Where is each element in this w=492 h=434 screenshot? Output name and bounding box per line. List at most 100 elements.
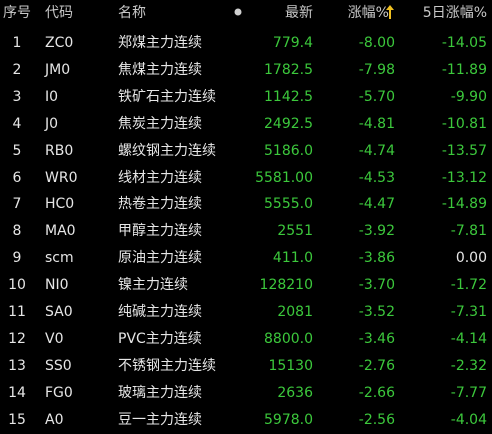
quote-row[interactable]: 1 ZC0 郑煤主力连续 779.4 -8.00 -14.05	[0, 30, 492, 56]
name: 纯碱主力连续	[118, 304, 202, 320]
quote-row[interactable]: 13 SS0 不锈钢主力连续 15130 -2.76 -2.32	[0, 353, 492, 379]
latest: 1782.5	[264, 61, 313, 78]
code: I0	[45, 88, 59, 105]
latest: 779.4	[272, 35, 313, 51]
index: 6	[12, 169, 22, 186]
quote-row[interactable]: 2 JM0 焦煤主力连续 1782.5 -7.98 -11.89	[0, 57, 492, 83]
quote-row[interactable]: 4 J0 焦炭主力连续 2492.5 -4.81 -10.81	[0, 111, 492, 137]
latest: 2492.5	[264, 115, 313, 132]
quote-row[interactable]: 11 SA0 纯碱主力连续 2081 -3.52 -7.31	[0, 299, 492, 325]
code: JM0	[45, 61, 71, 78]
five-day-pct: -4.04	[450, 411, 487, 428]
latest: 5978.0	[264, 411, 313, 428]
code: ZC0	[45, 35, 74, 51]
five-day-pct: -1.72	[450, 277, 487, 294]
change-pct-header[interactable]: 涨幅%	[347, 5, 389, 21]
name: 焦炭主力连续	[118, 115, 202, 132]
five-day-pct: -10.81	[441, 115, 487, 132]
code: SA0	[45, 304, 73, 320]
change-pct: -8.00	[358, 35, 395, 51]
code: MA0	[45, 223, 76, 240]
header-row: 序号 代码 名称 最新 涨幅% 5日涨幅%	[0, 0, 492, 26]
name: 甲醇主力连续	[118, 223, 202, 240]
index: 8	[12, 223, 22, 240]
code-header[interactable]: 代码	[45, 5, 73, 21]
index-header[interactable]: 序号	[3, 5, 31, 21]
quote-row[interactable]: 15 A0 豆一主力连续 5978.0 -2.56 -4.04	[0, 407, 492, 433]
quote-row[interactable]: 8 MA0 甲醇主力连续 2551 -3.92 -7.81	[0, 218, 492, 244]
quote-row[interactable]: 14 FG0 玻璃主力连续 2636 -2.66 -7.77	[0, 380, 492, 406]
change-pct: -4.53	[358, 169, 395, 186]
code: V0	[45, 330, 64, 347]
name: 热卷主力连续	[118, 196, 202, 213]
code: RB0	[45, 142, 74, 159]
name: 螺纹钢主力连续	[118, 142, 216, 159]
dot-icon	[234, 8, 242, 16]
sort-arrow[interactable]	[386, 5, 394, 19]
name-header[interactable]: 名称	[118, 5, 146, 21]
change-pct: -3.92	[358, 223, 395, 240]
five-day-pct: -13.57	[441, 142, 487, 159]
index: 10	[8, 277, 26, 294]
header-icons	[234, 5, 394, 19]
latest: 15130	[268, 357, 313, 374]
change-pct: -4.81	[358, 115, 395, 132]
name: 铁矿石主力连续	[118, 88, 216, 105]
quote-row[interactable]: 10 NI0 镍主力连续 128210 -3.70 -1.72	[0, 272, 492, 298]
name: 郑煤主力连续	[118, 35, 202, 51]
index: 13	[8, 357, 26, 374]
index: 4	[12, 115, 22, 132]
code: scm	[45, 250, 74, 267]
five-day-pct-header[interactable]: 5日涨幅%	[422, 5, 487, 21]
code: J0	[45, 115, 59, 132]
name: 原油主力连续	[118, 250, 202, 267]
change-pct: -2.66	[358, 384, 395, 401]
index: 3	[12, 88, 22, 105]
quote-row[interactable]: 3 I0 铁矿石主力连续 1142.5 -5.70 -9.90	[0, 84, 492, 110]
change-pct: -3.70	[358, 277, 395, 294]
five-day-pct: -14.89	[441, 196, 487, 213]
code: FG0	[45, 384, 73, 401]
code: HC0	[45, 196, 75, 213]
index: 14	[8, 384, 26, 401]
latest: 2551	[277, 223, 313, 240]
change-pct: -5.70	[358, 88, 395, 105]
latest: 8800.0	[264, 330, 313, 347]
latest: 128210	[259, 277, 313, 294]
index: 11	[8, 304, 26, 320]
quote-row[interactable]: 12 V0 PVC主力连续 8800.0 -3.46 -4.14	[0, 326, 492, 352]
name: 玻璃主力连续	[118, 384, 202, 401]
five-day-pct: -2.32	[450, 357, 487, 374]
name: 线材主力连续	[118, 169, 202, 186]
five-day-pct: -11.89	[441, 61, 487, 78]
name: 镍主力连续	[118, 277, 188, 294]
latest: 2081	[277, 304, 313, 320]
five-day-pct: -9.90	[450, 88, 487, 105]
index: 1	[12, 35, 22, 51]
change-pct: -4.74	[358, 142, 395, 159]
index: 2	[12, 61, 22, 78]
five-day-pct: -13.12	[441, 169, 487, 186]
change-pct: -3.46	[358, 330, 395, 347]
code: A0	[45, 411, 64, 428]
change-pct: -7.98	[358, 61, 395, 78]
name: 不锈钢主力连续	[118, 357, 216, 374]
latest: 411.0	[272, 250, 313, 267]
quote-row[interactable]: 7 HC0 热卷主力连续 5555.0 -4.47 -14.89	[0, 191, 492, 217]
index: 9	[12, 250, 22, 267]
index: 15	[8, 411, 26, 428]
five-day-pct: -7.81	[450, 223, 487, 240]
latest-header[interactable]: 最新	[285, 5, 313, 21]
index: 7	[12, 196, 22, 213]
latest: 2636	[277, 384, 313, 401]
code: SS0	[45, 357, 72, 374]
latest: 5186.0	[264, 142, 313, 159]
name: 豆一主力连续	[118, 411, 202, 428]
five-day-pct: -7.31	[450, 304, 487, 320]
quote-row[interactable]: 5 RB0 螺纹钢主力连续 5186.0 -4.74 -13.57	[0, 138, 492, 164]
name: 焦煤主力连续	[118, 61, 202, 78]
quote-row[interactable]: 9 scm 原油主力连续 411.0 -3.86 0.00	[0, 245, 492, 271]
latest: 5581.00	[255, 169, 313, 186]
quote-row[interactable]: 6 WR0 线材主力连续 5581.00 -4.53 -13.12	[0, 165, 492, 191]
